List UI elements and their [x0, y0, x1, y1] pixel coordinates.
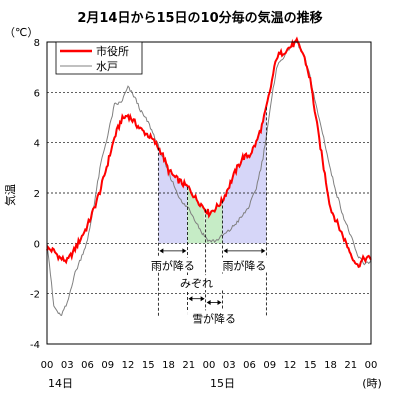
shade-region-1 — [187, 186, 206, 244]
shade-region-3 — [222, 107, 267, 244]
x-tick-label-9: 03 — [223, 360, 236, 371]
y-tick-labels: -4 -2 0 2 4 6 8 — [30, 38, 40, 351]
x-tick-label-7: 21 — [182, 360, 195, 371]
y-tick-label-0: -4 — [30, 340, 40, 351]
x-tick-label-12: 12 — [284, 360, 297, 371]
y-tick-label-6: 8 — [34, 38, 40, 49]
chart-title: 2月14日から15日の10分毎の気温の推移 — [77, 10, 322, 26]
shade-region-0 — [158, 147, 188, 244]
y-tick-label-2: 0 — [34, 239, 40, 250]
annotation-label-0: 雨が降る — [151, 259, 195, 273]
annotation-arrowhead-right-3 — [261, 248, 266, 254]
y-tick-label-3: 2 — [34, 189, 40, 200]
x-tick-label-11: 09 — [263, 360, 276, 371]
x-tick-label-13: 15 — [304, 360, 317, 371]
annotation-label-1: みぞれ — [180, 277, 213, 290]
annotation-label-2: 雪が降る — [192, 311, 236, 325]
series-line-0 — [46, 36, 372, 269]
x-tick-label-1: 03 — [61, 360, 74, 371]
y-tick-label-4: 4 — [34, 139, 40, 150]
y-unit-label: （℃） — [4, 26, 38, 39]
annotation-arrowhead-left-0 — [159, 248, 164, 254]
x-tick-label-2: 06 — [81, 360, 94, 371]
annotation-arrowhead-left-3 — [223, 248, 228, 254]
x-tick-label-3: 09 — [101, 360, 114, 371]
annotation-label-bg-3 — [217, 257, 272, 273]
x-tick-label-14: 18 — [324, 360, 337, 371]
y-tick-label-5: 6 — [34, 88, 40, 99]
annotation-arrowhead-left-1 — [188, 296, 193, 302]
annotation-arrowhead-right-2 — [217, 299, 222, 305]
legend-label-2: 水戸 — [96, 60, 118, 73]
y-tick-label-1: -2 — [30, 290, 40, 301]
x-tick-label-0: 00 — [41, 360, 54, 371]
annotation-arrowhead-right-1 — [200, 296, 205, 302]
annotation-arrowhead-right-0 — [182, 248, 187, 254]
weather-shading — [158, 107, 267, 244]
legend: 市役所 水戸 — [55, 41, 143, 75]
shade-region-2 — [205, 200, 223, 244]
annotation-label-bg-0 — [145, 257, 200, 273]
legend-box — [55, 41, 143, 75]
x-tick-label-4: 12 — [122, 360, 135, 371]
annotation-arrowhead-left-2 — [206, 299, 211, 305]
x-tick-label-8: 00 — [203, 360, 216, 371]
x-unit-label: (時) — [362, 377, 382, 390]
x-tick-label-5: 15 — [142, 360, 155, 371]
plot-frame — [46, 41, 372, 345]
annotation-label-bg-2 — [187, 310, 242, 326]
series-lines — [46, 36, 372, 317]
annotation-label-3: 雨が降る — [222, 259, 266, 273]
x-tick-label-6: 18 — [162, 360, 175, 371]
x-tick-label-15: 21 — [344, 360, 357, 371]
series-line-1 — [46, 41, 372, 317]
annotation-label-bg-1 — [169, 275, 224, 291]
x-tick-label-10: 06 — [243, 360, 256, 371]
x-tick-label-16: 00 — [365, 360, 378, 371]
day-label-1: 15日 — [210, 377, 235, 390]
x-tick-labels: 00 03 06 09 12 15 18 21 00 03 06 09 12 15 18 21 00 14日 15日 — [41, 360, 378, 390]
legend-label-1: 市役所 — [96, 44, 129, 58]
day-label-0: 14日 — [48, 377, 73, 390]
y-axis-label: 気温 — [3, 184, 17, 206]
